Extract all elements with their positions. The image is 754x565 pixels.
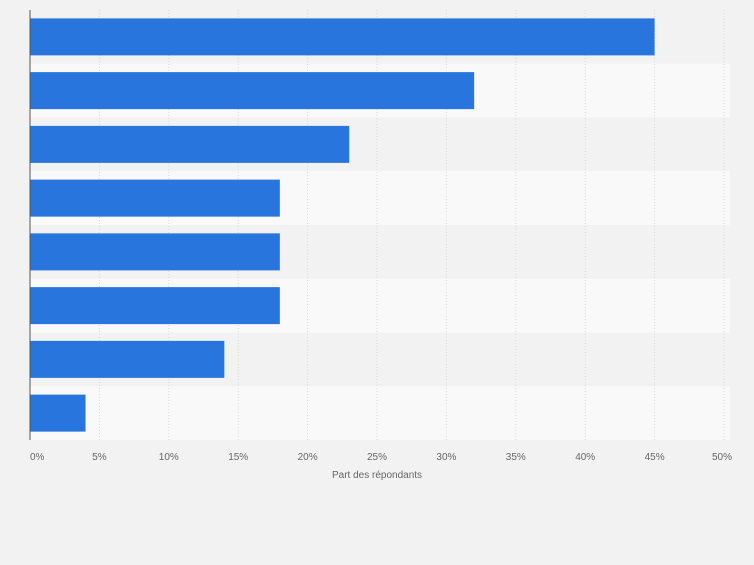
x-tick-label: 10% [159, 452, 179, 463]
bar-4 [30, 179, 280, 217]
bar-6 [30, 287, 280, 325]
row-band [30, 386, 730, 440]
bar-7 [30, 340, 225, 378]
x-tick-label: 0% [30, 452, 45, 463]
x-tick-label: 15% [228, 452, 248, 463]
bar-5 [30, 233, 280, 271]
bar-3 [30, 125, 350, 163]
x-tick-label: 25% [367, 452, 387, 463]
x-tick-label: 40% [575, 452, 595, 463]
bar-1 [30, 18, 655, 56]
x-tick-labels: 0% 5% 10% 15% 20% 25% 30% 35% 40% 45% 50% [30, 452, 732, 463]
bar-8 [30, 394, 86, 432]
x-tick-label: 30% [436, 452, 456, 463]
x-tick-label: 35% [506, 452, 526, 463]
x-axis-title: Part des répondants [332, 470, 422, 481]
bar-2 [30, 72, 475, 110]
x-tick-label: 45% [645, 452, 665, 463]
x-tick-label: 50% [712, 452, 732, 463]
x-tick-label: 20% [298, 452, 318, 463]
bars [30, 18, 655, 432]
x-tick-label: 5% [92, 452, 107, 463]
